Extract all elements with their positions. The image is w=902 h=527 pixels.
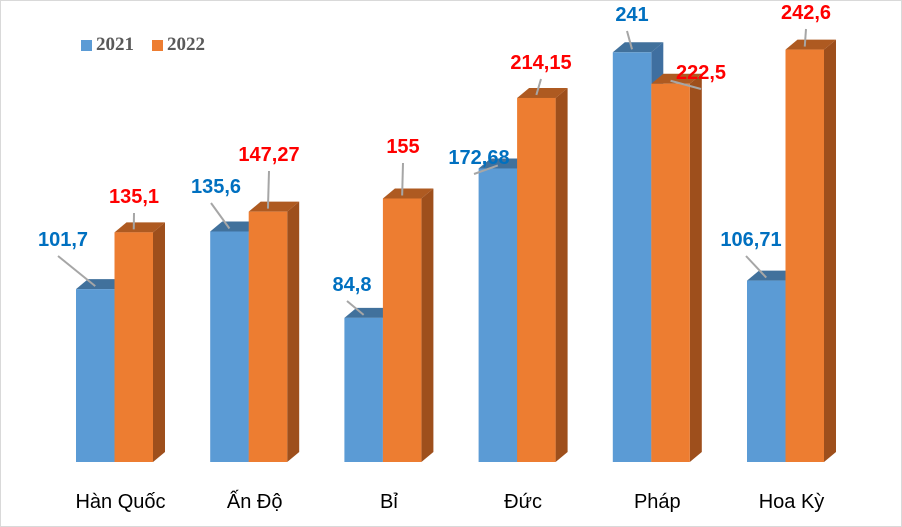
bar-2021	[210, 231, 249, 462]
bar-2021	[747, 280, 786, 462]
data-label-2021: 84,8	[333, 274, 372, 296]
bar-2022	[248, 211, 288, 462]
leader-line	[266, 170, 270, 209]
data-label-2022: 147,27	[238, 144, 299, 166]
data-label-2021: 135,6	[191, 176, 241, 198]
bar-2021	[478, 168, 518, 462]
leader-line	[210, 202, 231, 230]
bar-top-2022	[517, 87, 568, 98]
bar-2022	[114, 232, 153, 462]
bar-2022	[785, 49, 824, 462]
leader-line	[803, 28, 807, 47]
category-label: Ấn Độ	[227, 490, 283, 513]
bar-side-2022	[824, 39, 836, 462]
bar-2022	[382, 198, 422, 462]
data-label-2021: 101,7	[38, 229, 88, 251]
category-label: Hàn Quốc	[75, 491, 165, 513]
data-label-2022: 155	[386, 136, 419, 158]
legend-item-2022: 2022	[152, 34, 205, 56]
bar-top-2021	[747, 270, 798, 281]
bar-top-2022	[651, 73, 702, 84]
bar-side-2022	[555, 87, 568, 462]
bar-top-2022	[114, 222, 165, 233]
data-label-2022: 135,1	[109, 186, 159, 208]
data-label-2021: 106,71	[720, 229, 781, 251]
leader-line	[670, 79, 702, 90]
leader-line	[626, 30, 634, 50]
legend-swatch-2022	[152, 39, 163, 51]
data-label-2022: 214,15	[510, 52, 571, 74]
bar-side-2022	[689, 73, 702, 462]
data-label-2022: 222,5	[676, 62, 726, 84]
legend-item-2021: 2021	[81, 34, 134, 56]
category-label: Hoa Kỳ	[759, 491, 825, 513]
legend-swatch-2021	[81, 39, 92, 51]
bar-top-2021	[612, 42, 664, 53]
data-label-2021: 172,68	[448, 147, 509, 169]
bar-2022	[517, 97, 556, 462]
bar-2021	[76, 289, 115, 462]
leader-line	[535, 78, 542, 96]
leader-line	[57, 255, 96, 287]
bar-top-2022	[248, 201, 300, 212]
bar-top-2021	[210, 221, 261, 232]
category-label: Đức	[504, 491, 542, 513]
data-label-2022: 242,6	[781, 2, 831, 24]
leader-line	[401, 162, 404, 196]
bar-2022	[651, 83, 690, 462]
bar-side-2022	[153, 222, 165, 462]
category-label: Bỉ	[380, 491, 398, 513]
leader-line	[346, 300, 365, 316]
bar-2021	[344, 317, 383, 462]
leader-line	[745, 255, 767, 279]
category-label: Pháp	[634, 491, 681, 513]
bar-top-2022	[785, 39, 836, 50]
bar-2021	[612, 52, 652, 463]
leader-line	[473, 164, 499, 175]
bar-top-2021	[478, 158, 530, 169]
bar-side-2022	[421, 188, 434, 462]
data-label-2021: 241	[615, 4, 648, 26]
bar-top-2022	[382, 188, 434, 199]
legend-label-2021: 2021	[96, 34, 134, 55]
legend: 2021 2022	[81, 34, 205, 56]
bar-side-2022	[287, 201, 300, 463]
legend-label-2022: 2022	[167, 34, 205, 55]
